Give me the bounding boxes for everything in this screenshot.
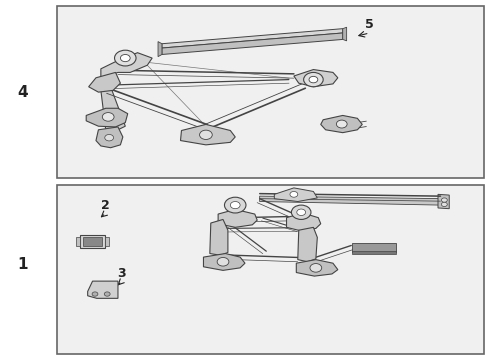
Polygon shape [88,281,118,298]
Circle shape [224,197,246,213]
Bar [352,243,396,252]
Text: 4: 4 [17,85,28,100]
Polygon shape [294,69,338,87]
Circle shape [290,192,298,197]
Circle shape [105,134,114,141]
Circle shape [230,202,240,209]
Polygon shape [321,116,362,133]
Polygon shape [101,87,125,130]
Bar [105,237,109,246]
Circle shape [292,205,311,220]
Polygon shape [287,213,321,231]
Bar [57,6,485,178]
Circle shape [102,113,114,121]
Bar [57,185,485,354]
Polygon shape [203,253,245,270]
Bar [352,251,396,253]
Polygon shape [218,210,257,227]
Circle shape [304,72,323,87]
Circle shape [441,202,447,207]
Polygon shape [96,127,123,148]
Polygon shape [162,33,343,54]
Polygon shape [260,196,441,205]
Text: 5: 5 [365,18,374,31]
Circle shape [104,292,110,296]
Circle shape [336,120,347,128]
Polygon shape [343,27,346,41]
Circle shape [310,264,322,272]
Polygon shape [101,53,152,78]
Text: 3: 3 [118,267,126,280]
Text: 2: 2 [101,199,110,212]
Circle shape [217,257,229,266]
Bar [83,237,102,246]
Polygon shape [86,108,128,127]
Polygon shape [89,72,121,92]
Polygon shape [162,29,343,48]
Circle shape [441,198,447,202]
Bar [76,237,80,246]
Polygon shape [296,260,338,276]
Polygon shape [298,227,318,262]
Circle shape [297,209,306,216]
Polygon shape [274,188,318,202]
Polygon shape [438,194,449,209]
Text: 1: 1 [18,257,28,272]
Circle shape [121,54,130,62]
Circle shape [115,50,136,66]
Circle shape [92,292,98,296]
Bar [80,234,105,248]
Circle shape [199,130,212,139]
Circle shape [309,76,318,83]
Polygon shape [210,220,228,255]
Polygon shape [180,125,235,145]
Polygon shape [158,41,162,57]
